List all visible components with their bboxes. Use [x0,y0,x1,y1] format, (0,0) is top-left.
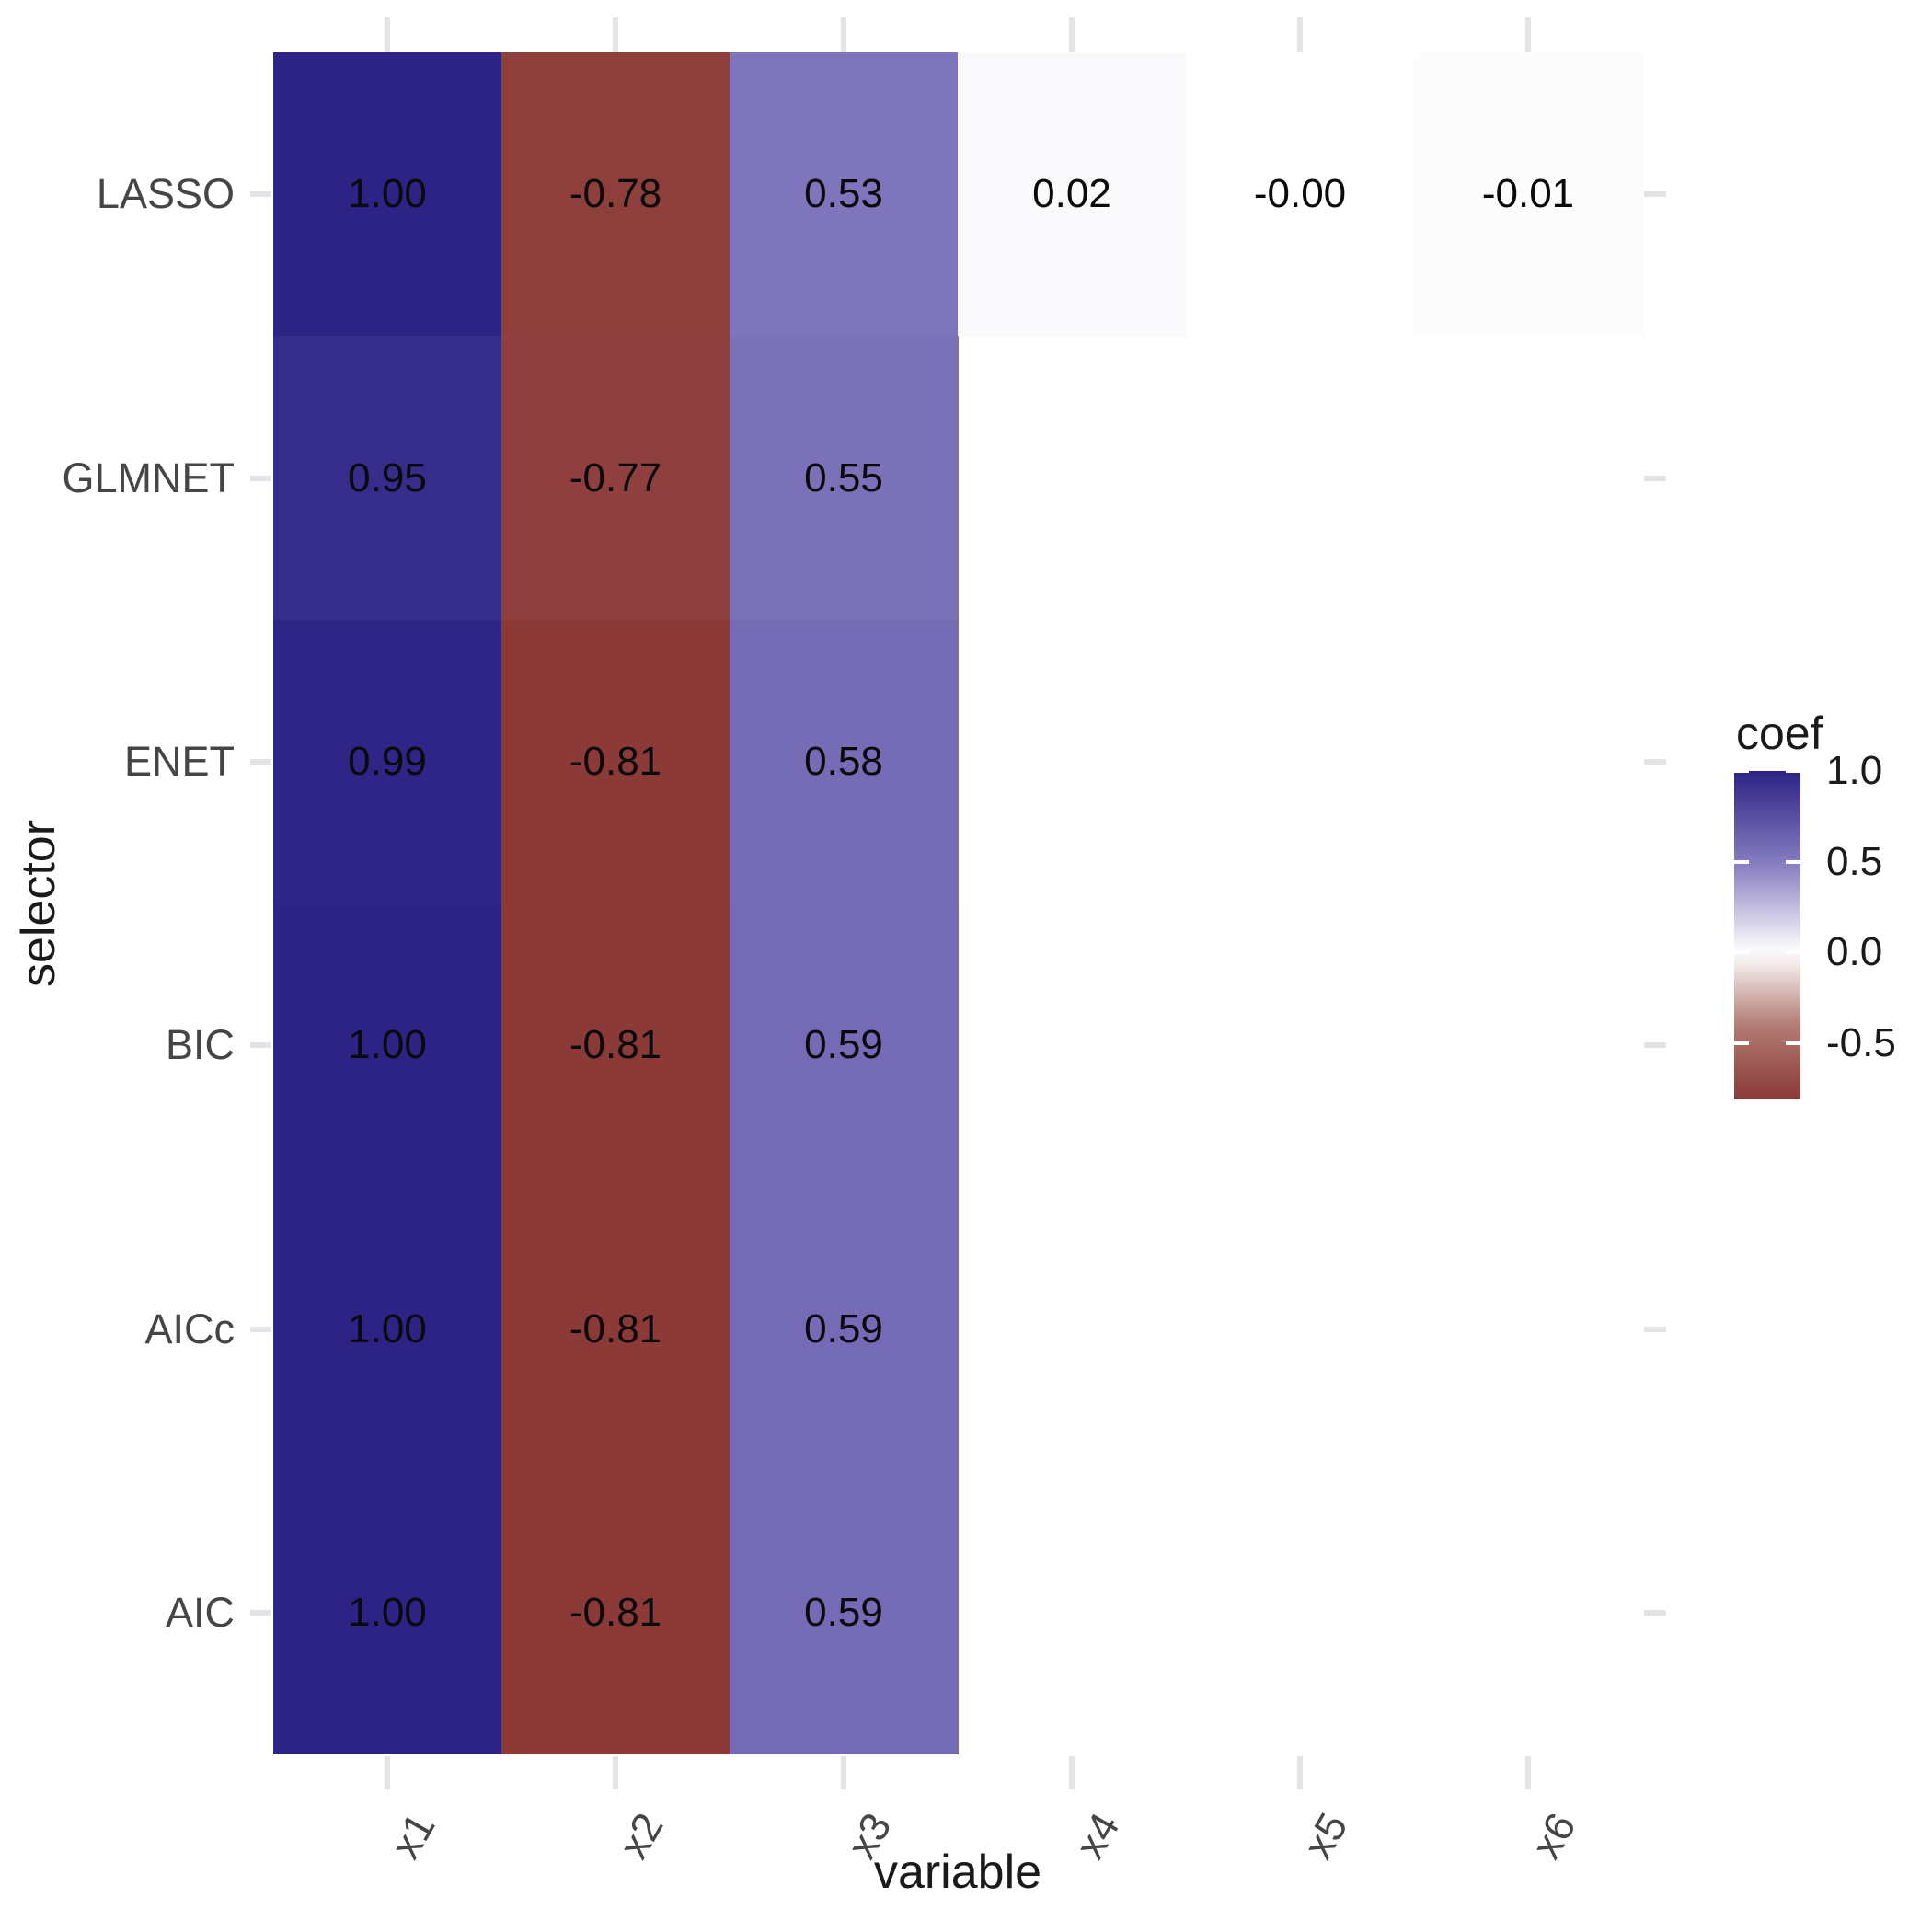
x-axis-label: x6 [1523,1805,1586,1867]
heatmap-cell [958,52,1187,337]
x-axis-tick-top [613,17,618,52]
y-axis-tick-right [1644,191,1666,198]
cell-value-label: -0.81 [569,1305,662,1351]
heatmap-cell [273,336,502,621]
x-axis-tick-top [1297,17,1303,52]
cell-value-label: -0.81 [569,1022,662,1068]
cell-value-label: 0.53 [804,171,883,217]
cell-value-label: 1.00 [348,1305,427,1351]
x-axis-tick-top [1525,17,1531,52]
y-axis-label: LASSO [96,170,235,218]
cell-value-label: 0.58 [804,738,883,784]
x-axis-tick-bottom [1525,1756,1531,1789]
x-axis-label: x1 [382,1805,445,1867]
heatmap-cell [730,903,959,1188]
cell-value-label: 0.55 [804,454,883,500]
x-axis-title: variable [873,1846,1042,1899]
cell-value-label: -0.00 [1253,171,1347,217]
cell-value-label: -0.81 [569,1589,662,1635]
legend-tick-mark [1734,950,1749,955]
cell-value-label: -0.77 [569,454,662,500]
y-axis-title: selector [12,819,65,988]
x-axis-tick-top [385,17,390,52]
x-axis-tick-top [1069,17,1075,52]
cell-value-label: -0.81 [569,738,662,784]
heatmap-cell [501,903,730,1188]
heatmap-cell [730,1187,959,1472]
x-axis-label: x4 [1066,1805,1130,1867]
legend-tick-label: -0.5 [1826,1019,1896,1065]
legend-tick-mark [1734,1041,1749,1045]
legend-title: coef [1736,707,1823,759]
legend-tick-mark [1786,1041,1800,1045]
y-axis-tick-right [1644,1609,1666,1616]
cell-value-label: 0.02 [1032,171,1111,217]
legend-tick-mark [1786,859,1800,864]
y-axis-tick-right [1644,1326,1666,1332]
y-axis-label: ENET [123,737,235,785]
cell-value-label: 0.59 [804,1022,883,1068]
y-axis-label: AICc [144,1305,235,1352]
cell-value-label: 1.00 [348,1589,427,1635]
cell-value-label: 1.00 [348,1022,427,1068]
y-axis-tick-right [1644,475,1666,481]
x-axis-tick-bottom [385,1756,390,1789]
x-axis-tick-bottom [841,1756,846,1789]
heatmap-cell [1414,52,1643,337]
legend-tick-mark [1734,771,1749,773]
heatmap-cell [730,336,959,621]
heatmap-cell [501,1470,730,1755]
x-axis-tick-bottom [1297,1756,1303,1789]
legend-tick-label: 0.0 [1826,929,1883,975]
x-axis-label: x2 [610,1805,673,1867]
heatmap-cell [730,1470,959,1755]
heatmap-cell [501,336,730,621]
legend-gradient-bar [1734,771,1800,1099]
cell-value-label: 1.00 [348,171,427,217]
cell-value-label: 0.59 [804,1589,883,1635]
cell-value-label: 0.99 [348,738,427,784]
legend-tick-mark [1734,859,1749,864]
heatmap-cell [730,619,959,904]
y-axis-tick-left [250,1326,271,1332]
heatmap-cell [501,1187,730,1472]
heatmap-cell [273,903,502,1188]
x-axis-tick-bottom [613,1756,618,1789]
heatmap-cell [273,52,502,337]
heatmap-cell [273,1470,502,1755]
heatmap-cell [501,52,730,337]
legend-tick-label: 0.5 [1826,838,1883,884]
legend-tick-label: 1.0 [1826,748,1883,793]
cell-value-label: -0.78 [569,171,662,217]
y-axis-tick-left [250,1042,271,1049]
x-axis-tick-bottom [1069,1756,1075,1789]
cell-value-label: -0.01 [1481,171,1575,217]
x-axis-tick-top [841,17,846,52]
heatmap-cell [501,619,730,904]
y-axis-label: AIC [165,1588,235,1636]
y-axis-label: GLMNET [62,454,235,501]
y-axis-tick-right [1644,758,1666,765]
y-axis-tick-left [250,475,271,481]
heatmap-cell [273,1187,502,1472]
y-axis-tick-right [1644,1042,1666,1049]
y-axis-tick-left [250,1609,271,1616]
heatmap-cell [1186,52,1415,337]
y-axis-label: BIC [165,1021,235,1069]
legend-tick-mark [1786,771,1800,773]
y-axis-tick-left [250,758,271,765]
cell-value-label: 0.59 [804,1305,883,1351]
x-axis-label: x5 [1294,1805,1358,1867]
heatmap-cell [730,52,959,337]
cell-value-label: 0.95 [348,454,427,500]
heatmap-cell [273,619,502,904]
legend-tick-mark [1786,950,1800,955]
y-axis-tick-left [250,191,271,198]
